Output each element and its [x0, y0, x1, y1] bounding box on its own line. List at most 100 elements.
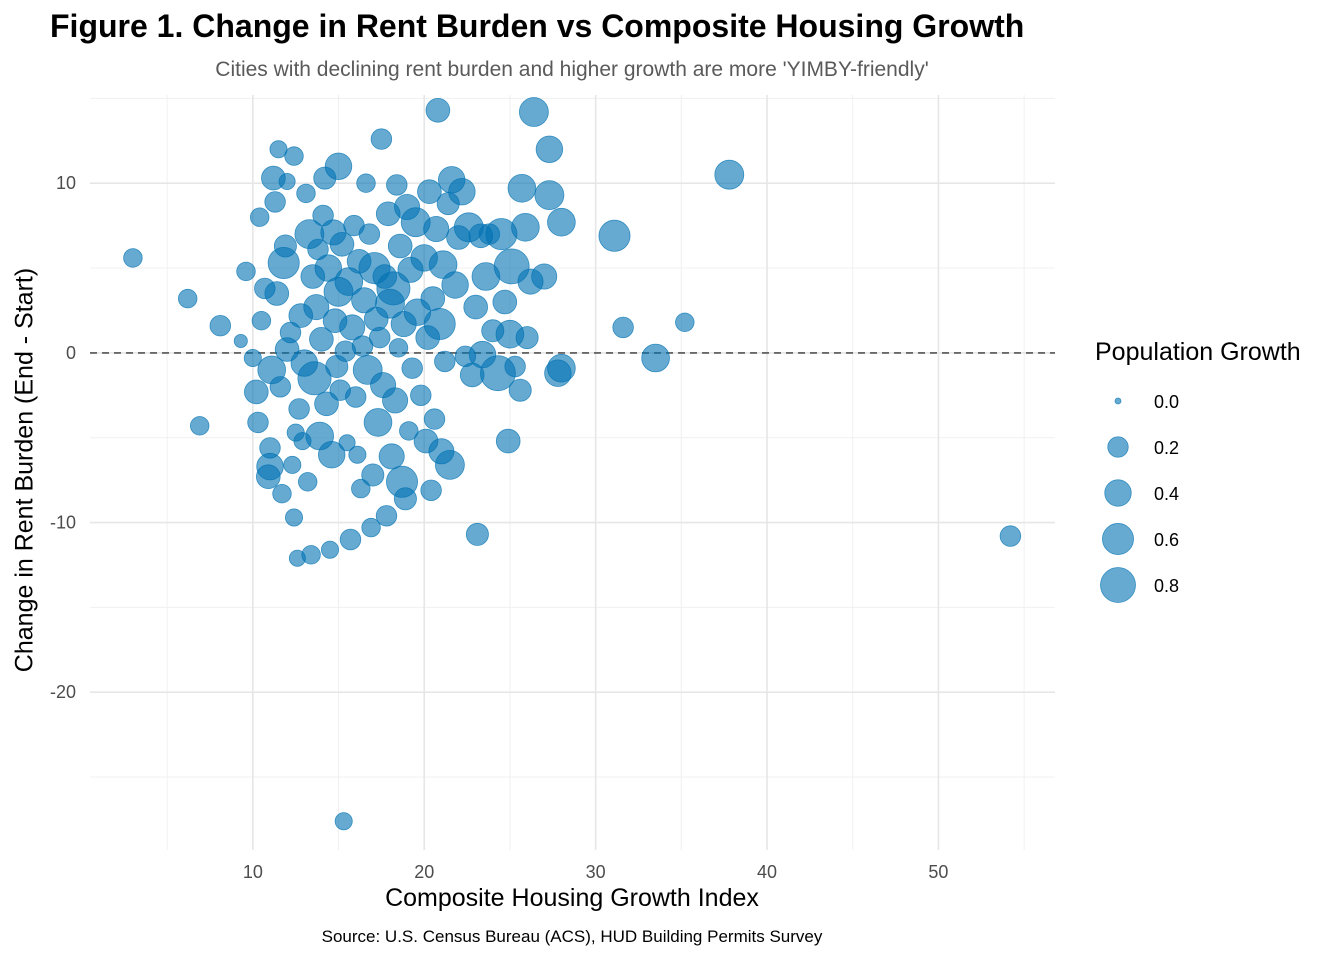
y-tick-label: -10 — [50, 513, 76, 533]
legend-key-circle — [1114, 397, 1122, 405]
data-point — [123, 248, 143, 268]
data-point — [999, 525, 1022, 547]
data-point — [329, 232, 355, 257]
data-point — [264, 281, 290, 306]
y-tick-labels: -20 -10 0 10 — [50, 173, 76, 702]
data-point — [318, 441, 346, 469]
data-point — [189, 416, 210, 436]
data-point — [386, 174, 408, 196]
data-point — [309, 326, 334, 352]
data-point — [247, 411, 269, 434]
data-point — [303, 294, 330, 321]
data-point — [519, 97, 549, 127]
legend-title: Population Growth — [1095, 338, 1301, 366]
data-point — [441, 271, 469, 299]
data-point — [534, 180, 565, 211]
data-point — [259, 437, 281, 459]
data-point — [298, 472, 318, 492]
data-points — [123, 97, 1022, 831]
data-point — [492, 289, 518, 315]
data-point — [369, 326, 391, 349]
data-point — [177, 288, 198, 309]
data-point — [388, 338, 409, 358]
data-point — [301, 545, 321, 565]
data-point — [250, 207, 270, 227]
data-point — [334, 812, 353, 831]
data-point — [423, 215, 450, 242]
data-point — [243, 348, 262, 367]
data-point — [339, 314, 366, 341]
data-point — [236, 261, 256, 282]
data-point — [547, 353, 576, 383]
legend-key-circle — [1100, 567, 1136, 603]
x-tick-label: 10 — [243, 862, 263, 882]
data-point — [393, 487, 417, 511]
data-point — [339, 528, 362, 551]
data-point — [358, 223, 381, 245]
legend-key-circle — [1104, 479, 1132, 507]
data-point — [361, 463, 385, 487]
data-point — [338, 434, 356, 452]
data-point — [283, 455, 302, 474]
data-point — [434, 350, 456, 373]
data-point — [284, 146, 304, 166]
chart-caption: Source: U.S. Census Bureau (ACS), HUD Bu… — [321, 927, 823, 946]
data-point — [264, 191, 286, 213]
data-point — [273, 234, 297, 258]
legend-key-label: 0.0 — [1154, 392, 1179, 412]
data-point — [531, 263, 558, 290]
data-point — [420, 479, 442, 502]
data-point — [714, 159, 745, 190]
data-point — [387, 233, 413, 259]
data-point — [297, 361, 332, 396]
data-point — [410, 384, 432, 407]
data-point — [296, 183, 316, 204]
data-point — [351, 478, 371, 499]
data-point — [356, 173, 376, 193]
data-point — [417, 179, 442, 205]
x-tick-label: 40 — [757, 862, 777, 882]
data-point — [401, 357, 423, 379]
data-point — [511, 213, 540, 242]
data-point — [278, 172, 296, 190]
grid-lines — [90, 95, 1055, 850]
data-point — [504, 355, 526, 378]
data-point — [598, 219, 631, 252]
data-point — [547, 207, 576, 237]
data-point — [209, 315, 232, 337]
legend-key-label: 0.6 — [1154, 530, 1179, 550]
data-point — [463, 294, 489, 320]
data-point — [448, 177, 476, 206]
legend-key-circle — [1107, 436, 1129, 458]
data-point — [675, 312, 695, 333]
legend-key-label: 0.2 — [1154, 438, 1179, 458]
legend-key-label: 0.4 — [1154, 484, 1179, 504]
data-point — [243, 379, 269, 405]
data-point — [515, 326, 539, 350]
data-point — [423, 408, 446, 430]
legend-key-label: 0.8 — [1154, 576, 1179, 596]
data-point — [314, 391, 339, 417]
data-point — [269, 376, 292, 398]
y-tick-label: -20 — [50, 682, 76, 702]
legend-key-circle — [1102, 523, 1134, 555]
data-point — [233, 333, 248, 348]
data-point — [423, 307, 456, 340]
data-point — [345, 386, 367, 408]
y-tick-label: 10 — [56, 173, 76, 193]
data-point — [420, 286, 446, 311]
size-legend: 0.0 0.2 0.4 0.6 0.8 — [1100, 392, 1179, 603]
data-point — [378, 443, 405, 470]
x-axis-label: Composite Housing Growth Index — [385, 884, 759, 912]
data-point — [434, 449, 465, 480]
data-point — [535, 135, 564, 164]
chart-title: Figure 1. Change in Rent Burden vs Compo… — [50, 8, 1025, 44]
data-point — [320, 540, 339, 559]
data-point — [251, 311, 272, 331]
data-point — [465, 522, 489, 546]
data-point — [425, 98, 451, 123]
data-point — [399, 421, 419, 441]
x-tick-labels: 10 20 30 40 50 — [243, 862, 949, 882]
y-tick-label: 0 — [66, 343, 76, 363]
